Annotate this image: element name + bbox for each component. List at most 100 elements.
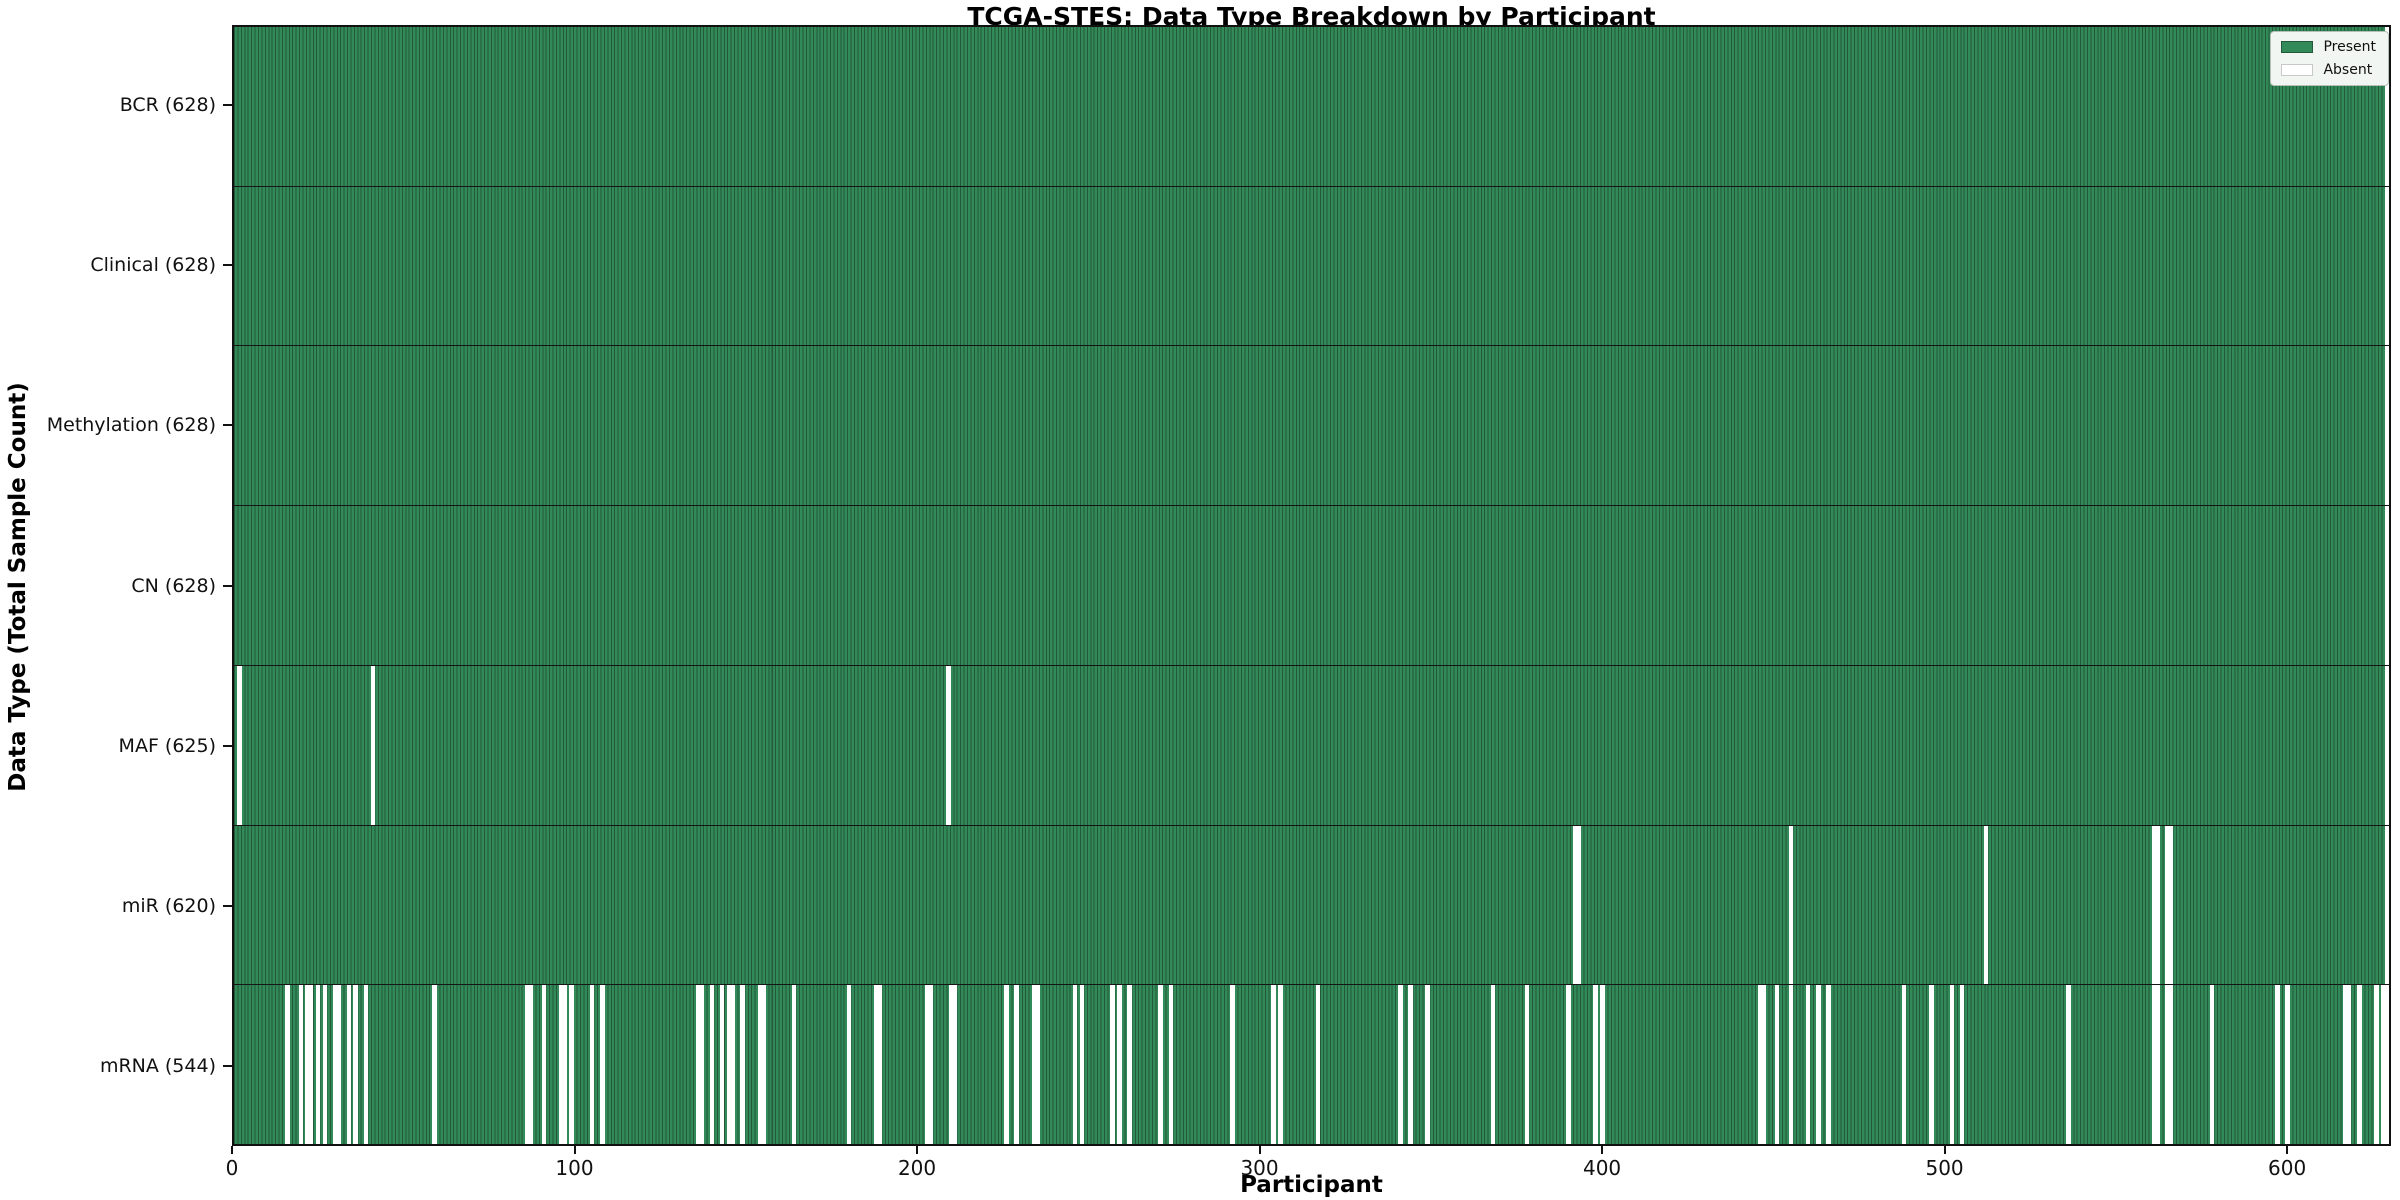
absent-gap xyxy=(2357,985,2362,1145)
absent-gap xyxy=(1761,985,1766,1145)
x-tick-label: 0 xyxy=(225,1156,239,1180)
legend: Present Absent xyxy=(2270,31,2389,86)
absent-gap xyxy=(2165,985,2170,1145)
absent-gap xyxy=(1788,825,1794,985)
absent-gap xyxy=(1031,985,1037,1145)
absent-gap xyxy=(336,985,341,1145)
absent-gap xyxy=(699,985,704,1145)
absent-gap xyxy=(2374,985,2379,1145)
absent-gap xyxy=(925,985,930,1145)
absent-gap xyxy=(370,665,376,825)
absent-gap xyxy=(1983,825,1989,985)
x-tick xyxy=(2286,1146,2289,1154)
absent-gap xyxy=(2168,985,2174,1145)
absent-gap xyxy=(719,985,725,1145)
absent-gap xyxy=(353,985,358,1145)
absent-gap xyxy=(1127,985,1133,1145)
x-tick xyxy=(1601,1146,1604,1154)
absent-gap xyxy=(1901,985,1907,1145)
absent-gap xyxy=(740,985,746,1145)
legend-entry-absent: Absent xyxy=(2281,62,2376,78)
absent-gap xyxy=(1072,985,1078,1145)
absent-gap xyxy=(1168,985,1174,1145)
absent-gap xyxy=(1158,985,1163,1145)
x-tick xyxy=(1943,1146,1946,1154)
legend-label-present: Present xyxy=(2323,39,2376,55)
row-clinical xyxy=(234,185,2389,346)
row-mrna xyxy=(234,984,2389,1145)
y-tick xyxy=(223,904,232,907)
x-tick-label: 600 xyxy=(2268,1156,2307,1180)
absent-gap xyxy=(2209,985,2215,1145)
present-bars xyxy=(234,27,2385,186)
x-axis-label: Participant xyxy=(1240,1172,1383,1198)
y-tick xyxy=(223,424,232,427)
absent-gap xyxy=(1959,985,1965,1145)
absent-gap xyxy=(1928,985,1934,1145)
y-tick xyxy=(223,584,232,587)
absent-gap xyxy=(846,985,852,1145)
absent-gap xyxy=(1524,985,1530,1145)
absent-gap xyxy=(1271,985,1276,1145)
absent-gap xyxy=(1278,985,1283,1145)
y-tick-label: MAF (625) xyxy=(118,734,216,757)
absent-gap xyxy=(1425,985,1431,1145)
present-bars xyxy=(234,825,2385,985)
absent-gap xyxy=(1572,825,1578,985)
absent-gap xyxy=(305,985,311,1145)
row-cn xyxy=(234,505,2389,665)
absent-gap xyxy=(1805,985,1811,1145)
absent-swatch-icon xyxy=(2281,64,2314,76)
absent-gap xyxy=(695,985,701,1145)
absent-gap xyxy=(952,985,958,1145)
absent-gap xyxy=(709,985,715,1145)
absent-gap xyxy=(363,985,369,1145)
absent-gap xyxy=(757,985,763,1145)
present-bars xyxy=(234,186,2385,346)
row-mir xyxy=(234,824,2389,985)
y-tick-label: mRNA (544) xyxy=(99,1054,216,1077)
x-tick xyxy=(573,1146,576,1154)
x-tick xyxy=(1258,1146,1261,1154)
absent-gap xyxy=(874,985,879,1145)
absent-gap xyxy=(1774,985,1780,1145)
y-tick-label: Methylation (628) xyxy=(46,414,216,437)
absent-gap xyxy=(1949,985,1955,1145)
legend-entry-present: Present xyxy=(2281,39,2376,55)
absent-gap xyxy=(569,985,574,1145)
absent-gap xyxy=(1004,985,1009,1145)
row-bcr xyxy=(234,27,2389,186)
absent-gap xyxy=(1788,985,1794,1145)
x-tick-label: 100 xyxy=(555,1156,594,1180)
absent-gap xyxy=(2168,825,2174,985)
absent-gap xyxy=(599,985,605,1145)
absent-gap xyxy=(322,985,328,1145)
legend-label-absent: Absent xyxy=(2323,62,2373,78)
absent-gap xyxy=(928,985,934,1145)
absent-gap xyxy=(1034,985,1040,1145)
x-tick-label: 200 xyxy=(897,1156,937,1180)
present-swatch-icon xyxy=(2281,41,2314,53)
row-methylation xyxy=(234,345,2389,506)
absent-gap xyxy=(1565,985,1571,1145)
absent-gap xyxy=(562,985,567,1145)
absent-gap xyxy=(524,985,530,1145)
absent-gap xyxy=(1490,985,1496,1145)
absent-gap xyxy=(1576,825,1581,985)
absent-gap xyxy=(1110,985,1115,1145)
y-tick-label: CN (628) xyxy=(131,574,216,597)
absent-gap xyxy=(2381,985,2386,1145)
y-tick xyxy=(223,1064,232,1067)
x-tick-label: 300 xyxy=(1240,1156,1279,1180)
absent-gap xyxy=(315,985,321,1145)
absent-gap xyxy=(346,985,352,1145)
absent-gap xyxy=(2274,985,2280,1145)
present-bars xyxy=(234,506,2385,665)
absent-gap xyxy=(1079,985,1085,1145)
row-maf xyxy=(234,664,2389,825)
y-tick xyxy=(223,744,232,747)
absent-gap xyxy=(528,985,533,1145)
absent-gap xyxy=(949,985,954,1145)
absent-gap xyxy=(877,985,883,1145)
